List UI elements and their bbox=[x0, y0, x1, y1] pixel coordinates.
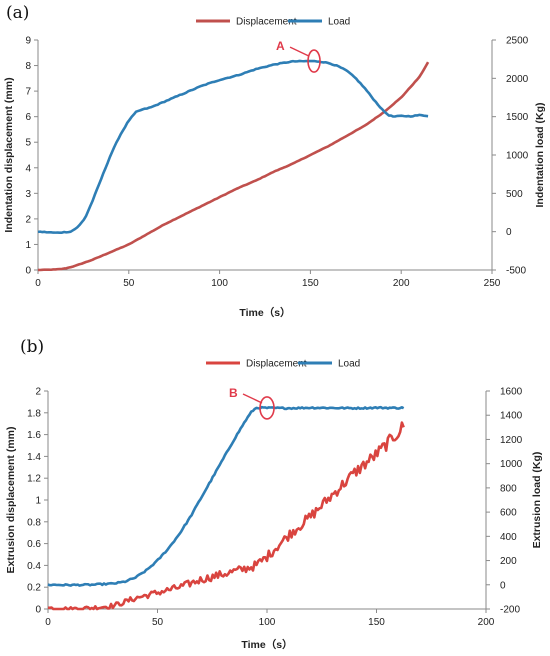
series-line-displacement bbox=[37, 61, 430, 272]
y-right-tick-label: 1000 bbox=[500, 459, 523, 470]
x-tick-label: 150 bbox=[368, 617, 385, 628]
y-right-tick-label: -200 bbox=[500, 605, 520, 616]
y-left-tick-label: 7 bbox=[25, 87, 31, 98]
x-tick-label: 250 bbox=[484, 278, 501, 289]
x-tick-label: 50 bbox=[152, 617, 164, 628]
panel-label: (b) bbox=[20, 337, 44, 357]
y-right-tick-label: 0 bbox=[506, 227, 512, 238]
y-left-tick-label: 9 bbox=[25, 36, 31, 47]
y-right-axis-title: Indentation load (Kg) bbox=[534, 103, 546, 208]
y-right-tick-label: 2500 bbox=[506, 36, 529, 47]
series-line-load bbox=[37, 59, 429, 234]
legend: Displacement Load bbox=[206, 359, 360, 370]
y-right-tick-label: 1400 bbox=[500, 411, 523, 422]
x-tick-label: 200 bbox=[393, 278, 410, 289]
legend-label-load: Load bbox=[328, 17, 350, 28]
y-left-tick-label: 5 bbox=[25, 138, 31, 149]
y-right-tick-label: 0 bbox=[500, 580, 506, 591]
y-left-tick-label: 0.6 bbox=[27, 539, 41, 550]
y-right-tick-label: 800 bbox=[500, 483, 517, 494]
annotation-pointer bbox=[289, 46, 310, 57]
y-left-tick-label: 1 bbox=[25, 240, 31, 251]
series-line-load bbox=[47, 405, 405, 587]
annotation-label: B bbox=[229, 386, 238, 400]
annotation-pointer bbox=[242, 393, 263, 404]
y-left-tick-label: 1.2 bbox=[27, 474, 41, 485]
y-left-tick-label: 1.6 bbox=[27, 430, 41, 441]
y-left-tick-label: 0.4 bbox=[27, 561, 41, 572]
y-right-tick-label: 200 bbox=[500, 556, 517, 567]
y-left-tick-label: 0.8 bbox=[27, 517, 41, 528]
y-left-tick-label: 0 bbox=[25, 266, 31, 277]
y-right-tick-label: 600 bbox=[500, 508, 517, 519]
x-tick-label: 100 bbox=[211, 278, 228, 289]
y-left-tick-label: 1.8 bbox=[27, 408, 41, 419]
chart-panel-a: (a)0 50 100 150 200 2500123456789-50005001000… bbox=[3, 3, 546, 319]
legend-label-displacement: Displacement bbox=[236, 17, 297, 28]
series-line-displacement bbox=[47, 421, 405, 611]
x-tick-label: 200 bbox=[478, 617, 495, 628]
y-left-tick-label: 8 bbox=[25, 61, 31, 72]
chart-panel-b: (b) 0 50 100 150 200 0 0.2 0.4 0.6 0.8 1 1.2 1.4 1.6 1.… bbox=[5, 337, 543, 651]
legend-label-load: Load bbox=[338, 359, 360, 370]
legend-label-displacement: Displacement bbox=[246, 359, 307, 370]
x-tick-label: 100 bbox=[259, 617, 276, 628]
y-right-tick-label: 1000 bbox=[506, 151, 529, 162]
y-left-tick-label: 2 bbox=[35, 387, 41, 398]
annotation-label: A bbox=[276, 39, 285, 53]
y-right-tick-label: 1200 bbox=[500, 435, 523, 446]
y-right-tick-label: 1500 bbox=[506, 112, 529, 123]
y-left-axis-title: Extrusion displacement (mm) bbox=[5, 426, 17, 573]
y-left-tick-label: 0.2 bbox=[27, 583, 41, 594]
annotation-ellipse bbox=[307, 49, 321, 73]
x-tick-label: 50 bbox=[123, 278, 135, 289]
legend: Displacement Load bbox=[196, 17, 350, 28]
x-axis-title: Time（s） bbox=[241, 638, 292, 651]
y-left-tick-label: 1.4 bbox=[27, 452, 41, 463]
y-left-tick-label: 3 bbox=[25, 189, 31, 200]
x-axis-title: Time（s） bbox=[239, 306, 290, 319]
y-right-tick-label: 400 bbox=[500, 532, 517, 543]
y-right-axis-title: Extrusion load (Kg) bbox=[531, 452, 543, 549]
y-right-tick-label: 2000 bbox=[506, 74, 529, 85]
y-right-tick-label: 1600 bbox=[500, 387, 523, 398]
y-left-tick-label: 4 bbox=[25, 163, 31, 174]
panel-label: (a) bbox=[6, 3, 29, 23]
x-tick-label: 0 bbox=[45, 617, 51, 628]
y-left-axis-title: Indentation displacement (mm) bbox=[3, 77, 15, 232]
y-left-tick-label: 2 bbox=[25, 214, 31, 225]
annotation-ellipse bbox=[259, 396, 275, 420]
y-right-tick-label: -500 bbox=[506, 266, 526, 277]
y-left-tick-label: 0 bbox=[35, 605, 41, 616]
y-right-tick-label: 500 bbox=[506, 189, 523, 200]
x-tick-label: 0 bbox=[35, 278, 41, 289]
y-left-tick-label: 1 bbox=[35, 496, 41, 507]
y-left-tick-label: 6 bbox=[25, 112, 31, 123]
x-tick-label: 150 bbox=[302, 278, 319, 289]
